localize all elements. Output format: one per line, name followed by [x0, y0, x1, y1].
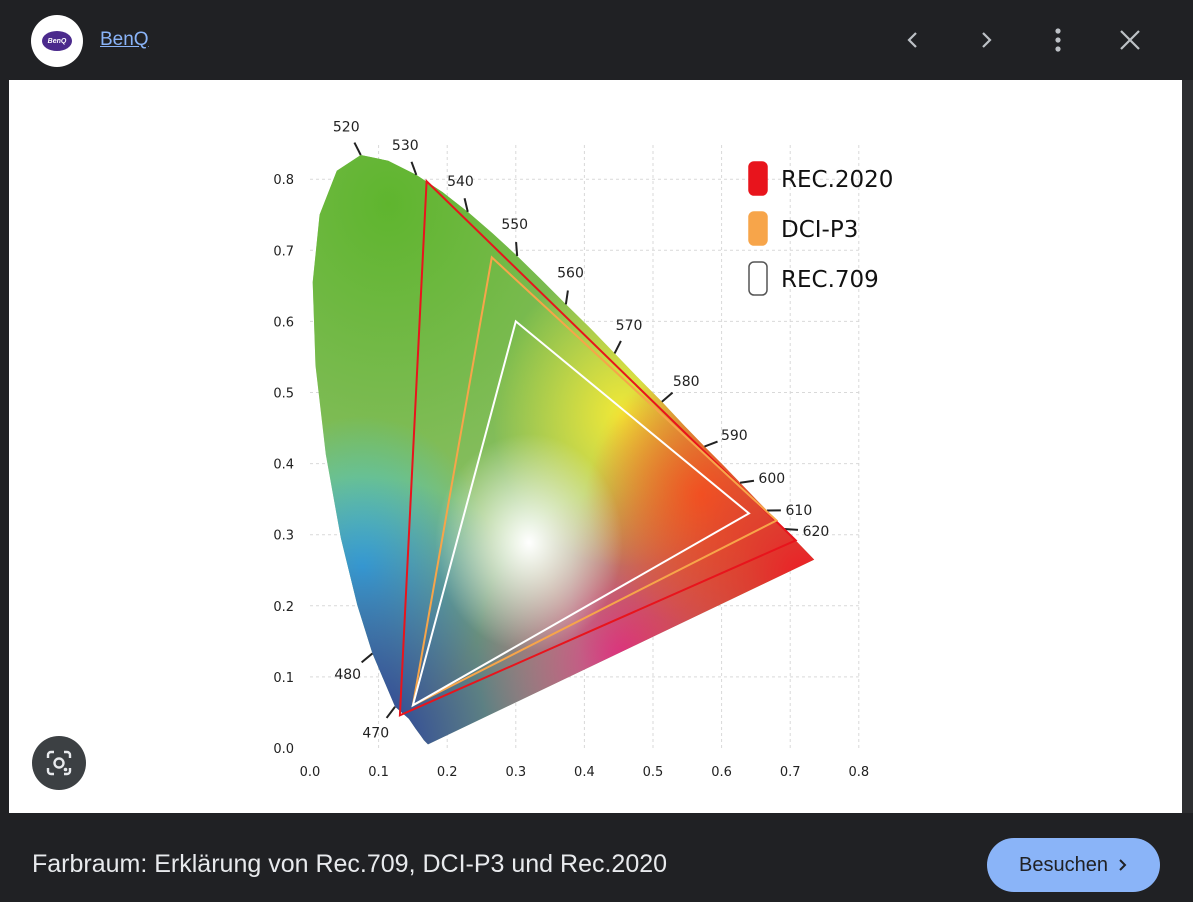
- wavelength-tick: [704, 440, 718, 448]
- y-tick-label: 0.7: [273, 244, 294, 259]
- source-logo[interactable]: BenQ: [31, 15, 83, 67]
- visit-button[interactable]: Besuchen: [987, 838, 1160, 892]
- more-options-button[interactable]: [1036, 18, 1080, 62]
- wavelength-tick: [353, 142, 362, 156]
- close-button[interactable]: [1108, 18, 1152, 62]
- wavelength-tick: [410, 161, 418, 176]
- y-tick-label: 0.1: [273, 671, 294, 686]
- more-vert-icon: [1055, 28, 1061, 52]
- benq-logo-icon: BenQ: [42, 31, 72, 51]
- wavelength-tick: [564, 290, 569, 305]
- visit-button-label: Besuchen: [1019, 853, 1108, 876]
- wavelength-label: 540: [447, 174, 474, 190]
- x-tick-label: 0.8: [848, 765, 869, 780]
- y-tick-label: 0.8: [273, 173, 294, 188]
- scrollbar[interactable]: [1182, 80, 1193, 813]
- cie-chromaticity-chart: 470480520530540550560570580590600610620 …: [273, 119, 893, 780]
- x-tick-label: 0.0: [300, 765, 321, 780]
- x-tick-label: 0.1: [368, 765, 389, 780]
- chart-axes: 0.0 0.1 0.2 0.3 0.4 0.5 0.6 0.7 0.8 0.0 0.1 0.2 0.3 0…: [273, 173, 869, 780]
- next-button[interactable]: [964, 18, 1008, 62]
- viewer-header: BenQ BenQ: [0, 0, 1193, 80]
- wavelength-label: 530: [392, 138, 419, 154]
- wavelength-label: 600: [758, 471, 785, 487]
- gamut-rec-2020: [398, 179, 798, 717]
- lens-search-button[interactable]: [32, 736, 86, 790]
- y-tick-label: 0.5: [273, 387, 294, 402]
- legend-label: DCI-P3: [781, 217, 858, 243]
- y-tick-label: 0.6: [273, 315, 294, 330]
- gamut-triangles: [398, 179, 798, 717]
- legend-swatch: [748, 261, 768, 296]
- wavelength-tick: [613, 340, 622, 354]
- image-caption: Farbraum: Erklärung von Rec.709, DCI-P3 …: [32, 850, 668, 878]
- wavelength-label: 610: [786, 503, 813, 519]
- chart-legend: REC.2020 DCI-P3 REC.709: [748, 161, 893, 296]
- chevron-right-icon: [982, 32, 992, 48]
- x-tick-label: 0.6: [711, 765, 732, 780]
- wavelength-label: 580: [673, 374, 700, 390]
- legend-label: REC.2020: [781, 167, 893, 193]
- wavelength-label: 520: [333, 119, 360, 135]
- wavelength-tick: [360, 652, 374, 664]
- y-tick-label: 0.0: [273, 742, 294, 757]
- x-tick-label: 0.2: [437, 765, 458, 780]
- chevron-right-icon: [1119, 859, 1127, 871]
- close-icon: [1120, 30, 1140, 50]
- wavelength-label: 470: [362, 725, 389, 741]
- y-tick-label: 0.4: [273, 458, 294, 473]
- wavelength-tick: [783, 528, 799, 531]
- preview-image[interactable]: 470 480 520 530 540 550 560 570 580 590 600 610 620 …: [9, 80, 1182, 813]
- legend-label: REC.709: [781, 267, 879, 293]
- wavelength-label: 620: [803, 524, 830, 540]
- gamut-dci-p3: [411, 255, 779, 708]
- source-link[interactable]: BenQ: [100, 29, 149, 50]
- wavelength-tick: [463, 198, 469, 213]
- legend-swatch: [748, 211, 768, 246]
- wavelength-label: 590: [721, 428, 748, 444]
- wavelength-label: 550: [501, 217, 528, 233]
- wavelength-label: 570: [616, 318, 643, 334]
- wavelength-tick: [739, 479, 755, 484]
- wavelength-label: 560: [557, 266, 584, 282]
- chevron-left-icon: [907, 32, 917, 48]
- wavelength-tick: [661, 391, 674, 403]
- legend-swatch: [748, 161, 768, 196]
- y-tick-label: 0.2: [273, 600, 294, 615]
- wavelength-tick: [385, 706, 396, 719]
- wavelength-tick: [515, 241, 519, 257]
- previous-button[interactable]: [891, 18, 935, 62]
- lens-icon: [46, 750, 72, 776]
- gamut-rec-709: [411, 319, 751, 708]
- x-tick-label: 0.3: [505, 765, 526, 780]
- x-tick-label: 0.7: [780, 765, 801, 780]
- wavelength-label: 480: [334, 667, 361, 683]
- y-tick-label: 0.3: [273, 529, 294, 544]
- x-tick-label: 0.5: [643, 765, 664, 780]
- x-tick-label: 0.4: [574, 765, 595, 780]
